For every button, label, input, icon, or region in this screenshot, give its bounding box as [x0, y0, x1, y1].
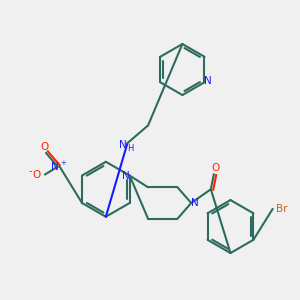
Text: H: H: [127, 143, 134, 152]
Text: N: N: [204, 76, 211, 86]
Text: O: O: [212, 163, 220, 173]
Text: O: O: [32, 169, 40, 179]
Text: N: N: [118, 140, 126, 150]
Text: O: O: [40, 142, 48, 152]
Text: -: -: [28, 166, 32, 176]
Text: +: +: [61, 160, 67, 166]
Text: N: N: [122, 170, 130, 181]
Text: N: N: [191, 198, 199, 208]
Text: Br: Br: [276, 204, 287, 214]
Text: N: N: [51, 162, 59, 172]
